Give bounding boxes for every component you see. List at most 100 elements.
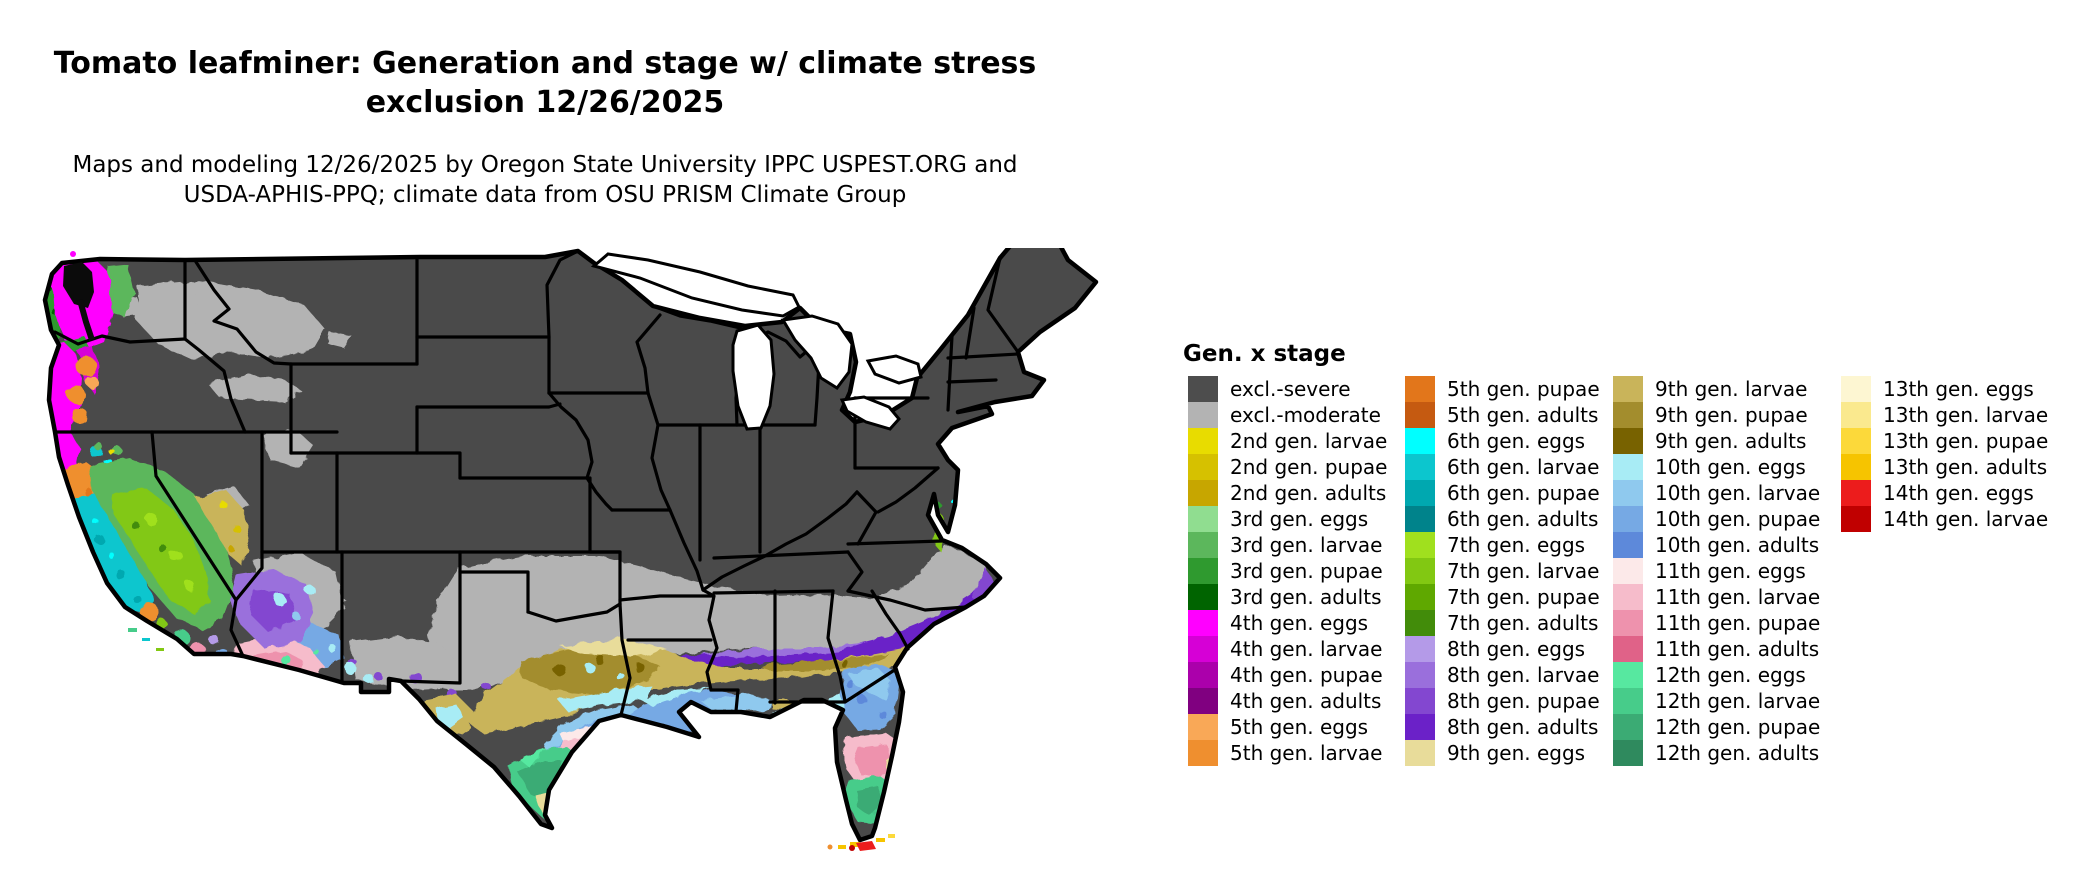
legend-row: 9th gen. adults	[1613, 428, 1820, 454]
legend-title: Gen. x stage	[1183, 341, 1346, 367]
legend-swatch	[1405, 662, 1435, 688]
subtitle-line-2: USDA-APHIS-PPQ; climate data from OSU PR…	[183, 182, 907, 208]
legend-swatch	[1841, 454, 1871, 480]
legend-label: 9th gen. larvae	[1655, 377, 1808, 401]
legend-label: 13th gen. eggs	[1883, 377, 2034, 401]
legend-label: 5th gen. pupae	[1447, 377, 1600, 401]
legend-swatch	[1613, 480, 1643, 506]
legend-label: 3rd gen. pupae	[1230, 559, 1383, 583]
legend-label: 13th gen. adults	[1883, 455, 2048, 479]
legend-row: 13th gen. adults	[1841, 454, 2048, 480]
legend-label: 10th gen. pupae	[1655, 507, 1821, 531]
legend-label: 14th gen. larvae	[1883, 507, 2049, 531]
legend-swatch	[1841, 376, 1871, 402]
legend-row: excl.-moderate	[1188, 402, 1387, 428]
legend-swatch	[1188, 428, 1218, 454]
legend-swatch	[1613, 714, 1643, 740]
legend-swatch	[1188, 376, 1218, 402]
legend-label: 8th gen. pupae	[1447, 689, 1600, 713]
legend-row: 5th gen. pupae	[1405, 376, 1600, 402]
legend-label: 9th gen. pupae	[1655, 403, 1808, 427]
legend-label: 2nd gen. larvae	[1230, 429, 1388, 453]
legend-label: 6th gen. larvae	[1447, 455, 1600, 479]
legend-label: 4th gen. pupae	[1230, 663, 1383, 687]
legend-swatch	[1188, 506, 1218, 532]
legend-swatch	[1405, 428, 1435, 454]
legend-row: 3rd gen. larvae	[1188, 532, 1387, 558]
legend-swatch	[1188, 740, 1218, 766]
legend-label: 11th gen. eggs	[1655, 559, 1806, 583]
legend-row: excl.-severe	[1188, 376, 1387, 402]
legend-row: 3rd gen. eggs	[1188, 506, 1387, 532]
legend-swatch	[1613, 636, 1643, 662]
legend-swatch	[1613, 662, 1643, 688]
legend-label: 8th gen. adults	[1447, 715, 1599, 739]
legend-row: 12th gen. adults	[1613, 740, 1820, 766]
legend-row: 5th gen. larvae	[1188, 740, 1387, 766]
legend-swatch	[1405, 532, 1435, 558]
legend-label: 14th gen. eggs	[1883, 481, 2034, 505]
legend-label: 7th gen. eggs	[1447, 533, 1586, 557]
legend-row: 14th gen. eggs	[1841, 480, 2048, 506]
legend-row: 12th gen. larvae	[1613, 688, 1820, 714]
legend-row: 2nd gen. pupae	[1188, 454, 1387, 480]
legend-swatch	[1405, 506, 1435, 532]
legend-label: 2nd gen. adults	[1230, 481, 1387, 505]
map-credits: Maps and modeling 12/26/2025 by Oregon S…	[0, 150, 1090, 210]
legend-swatch	[1405, 688, 1435, 714]
legend-row: 11th gen. eggs	[1613, 558, 1820, 584]
legend-swatch	[1405, 584, 1435, 610]
legend-swatch	[1613, 740, 1643, 766]
legend-swatch	[1188, 454, 1218, 480]
legend-swatch	[1188, 636, 1218, 662]
legend-swatch	[1613, 688, 1643, 714]
legend-label: excl.-moderate	[1230, 403, 1381, 427]
legend-label: excl.-severe	[1230, 377, 1351, 401]
legend-row: 3rd gen. pupae	[1188, 558, 1387, 584]
legend-swatch	[1613, 506, 1643, 532]
legend-label: 7th gen. adults	[1447, 611, 1599, 635]
legend-swatch	[1613, 428, 1643, 454]
title-line-1: Tomato leafminer: Generation and stage w…	[53, 46, 1037, 81]
map-svg	[42, 229, 1099, 851]
legend-swatch	[1405, 376, 1435, 402]
legend-swatch	[1841, 480, 1871, 506]
legend-swatch	[1613, 454, 1643, 480]
legend-row: 8th gen. larvae	[1405, 662, 1600, 688]
legend-row: 2nd gen. larvae	[1188, 428, 1387, 454]
legend-swatch	[1613, 532, 1643, 558]
legend-row: 10th gen. pupae	[1613, 506, 1820, 532]
title-line-2: exclusion 12/26/2025	[365, 85, 725, 120]
legend-swatch	[1613, 558, 1643, 584]
legend-row: 8th gen. eggs	[1405, 636, 1600, 662]
legend-row: 7th gen. pupae	[1405, 584, 1600, 610]
legend-row: 6th gen. eggs	[1405, 428, 1600, 454]
legend-row: 12th gen. eggs	[1613, 662, 1820, 688]
legend-label: 3rd gen. eggs	[1230, 507, 1369, 531]
legend-label: 9th gen. adults	[1655, 429, 1807, 453]
legend-swatch	[1188, 480, 1218, 506]
legend-label: 11th gen. adults	[1655, 637, 1820, 661]
legend-swatch	[1188, 558, 1218, 584]
legend-label: 6th gen. eggs	[1447, 429, 1586, 453]
legend-label: 10th gen. larvae	[1655, 481, 1821, 505]
legend-label: 8th gen. larvae	[1447, 663, 1600, 687]
legend-label: 5th gen. adults	[1447, 403, 1599, 427]
us-generation-stage-map	[25, 229, 1105, 858]
legend-label: 4th gen. eggs	[1230, 611, 1369, 635]
legend-swatch	[1405, 402, 1435, 428]
legend-row: 2nd gen. adults	[1188, 480, 1387, 506]
legend-row: 7th gen. eggs	[1405, 532, 1600, 558]
legend-label: 13th gen. pupae	[1883, 429, 2049, 453]
legend-label: 10th gen. adults	[1655, 533, 1820, 557]
legend-row: 11th gen. larvae	[1613, 584, 1820, 610]
legend-swatch	[1613, 610, 1643, 636]
legend-row: 7th gen. larvae	[1405, 558, 1600, 584]
legend-row: 9th gen. larvae	[1613, 376, 1820, 402]
legend-row: 4th gen. adults	[1188, 688, 1387, 714]
legend-row: 6th gen. pupae	[1405, 480, 1600, 506]
legend-row: 12th gen. pupae	[1613, 714, 1820, 740]
subtitle-line-1: Maps and modeling 12/26/2025 by Oregon S…	[72, 152, 1018, 178]
legend-label: 12th gen. eggs	[1655, 663, 1806, 687]
legend-label: 3rd gen. larvae	[1230, 533, 1383, 557]
